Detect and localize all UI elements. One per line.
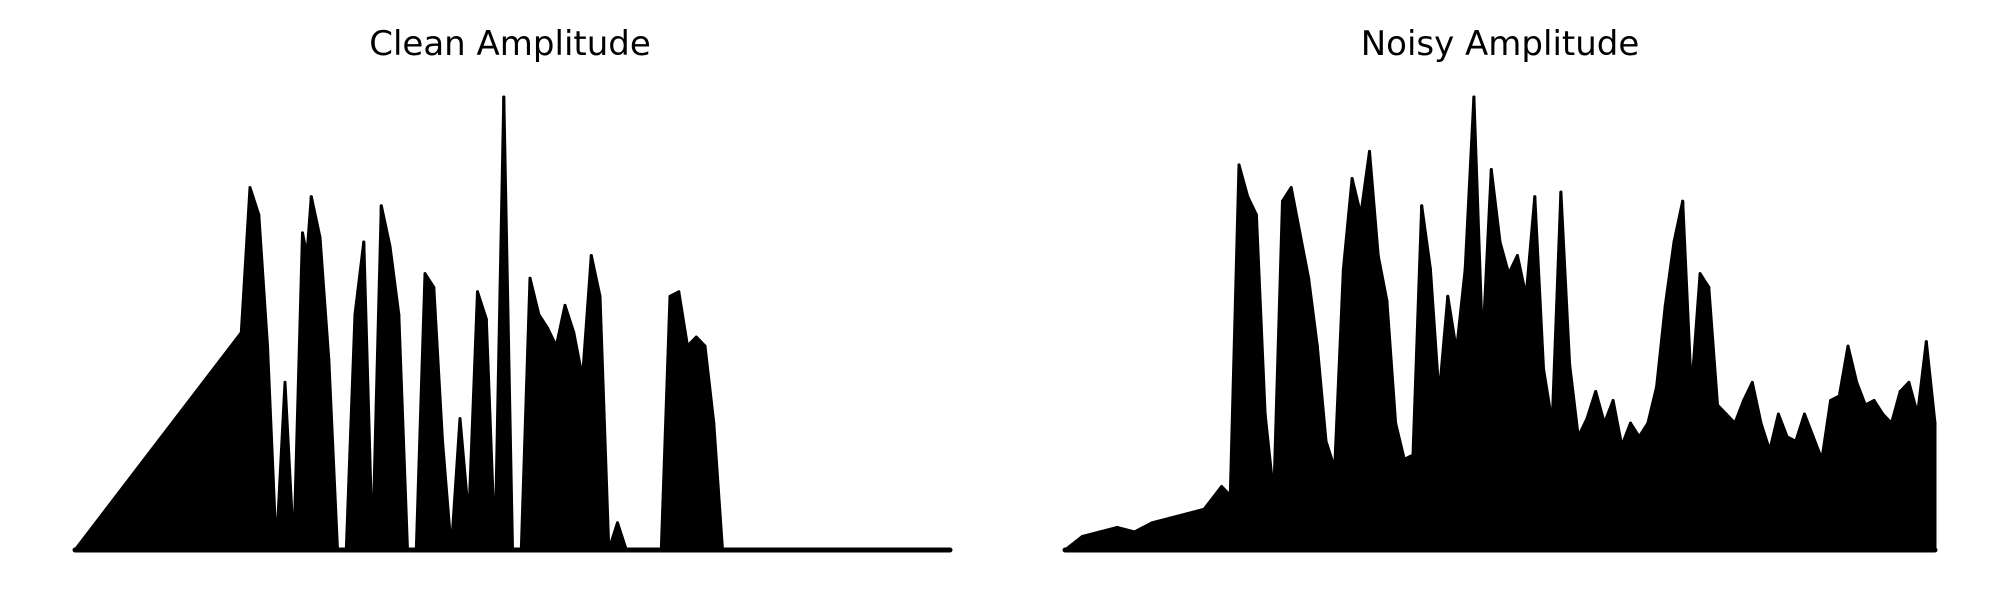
clean-amplitude-area [73,95,952,552]
noisy-amplitude-panel: Noisy Amplitude [1000,0,2000,600]
clean-amplitude-plot [72,95,953,553]
clean-amplitude-panel: Clean Amplitude [72,24,953,553]
noisy-amplitude-plot [1062,95,1938,553]
noisy-amplitude-title: Noisy Amplitude [1360,24,1640,64]
clean-amplitude-title: Clean Amplitude [369,24,651,64]
